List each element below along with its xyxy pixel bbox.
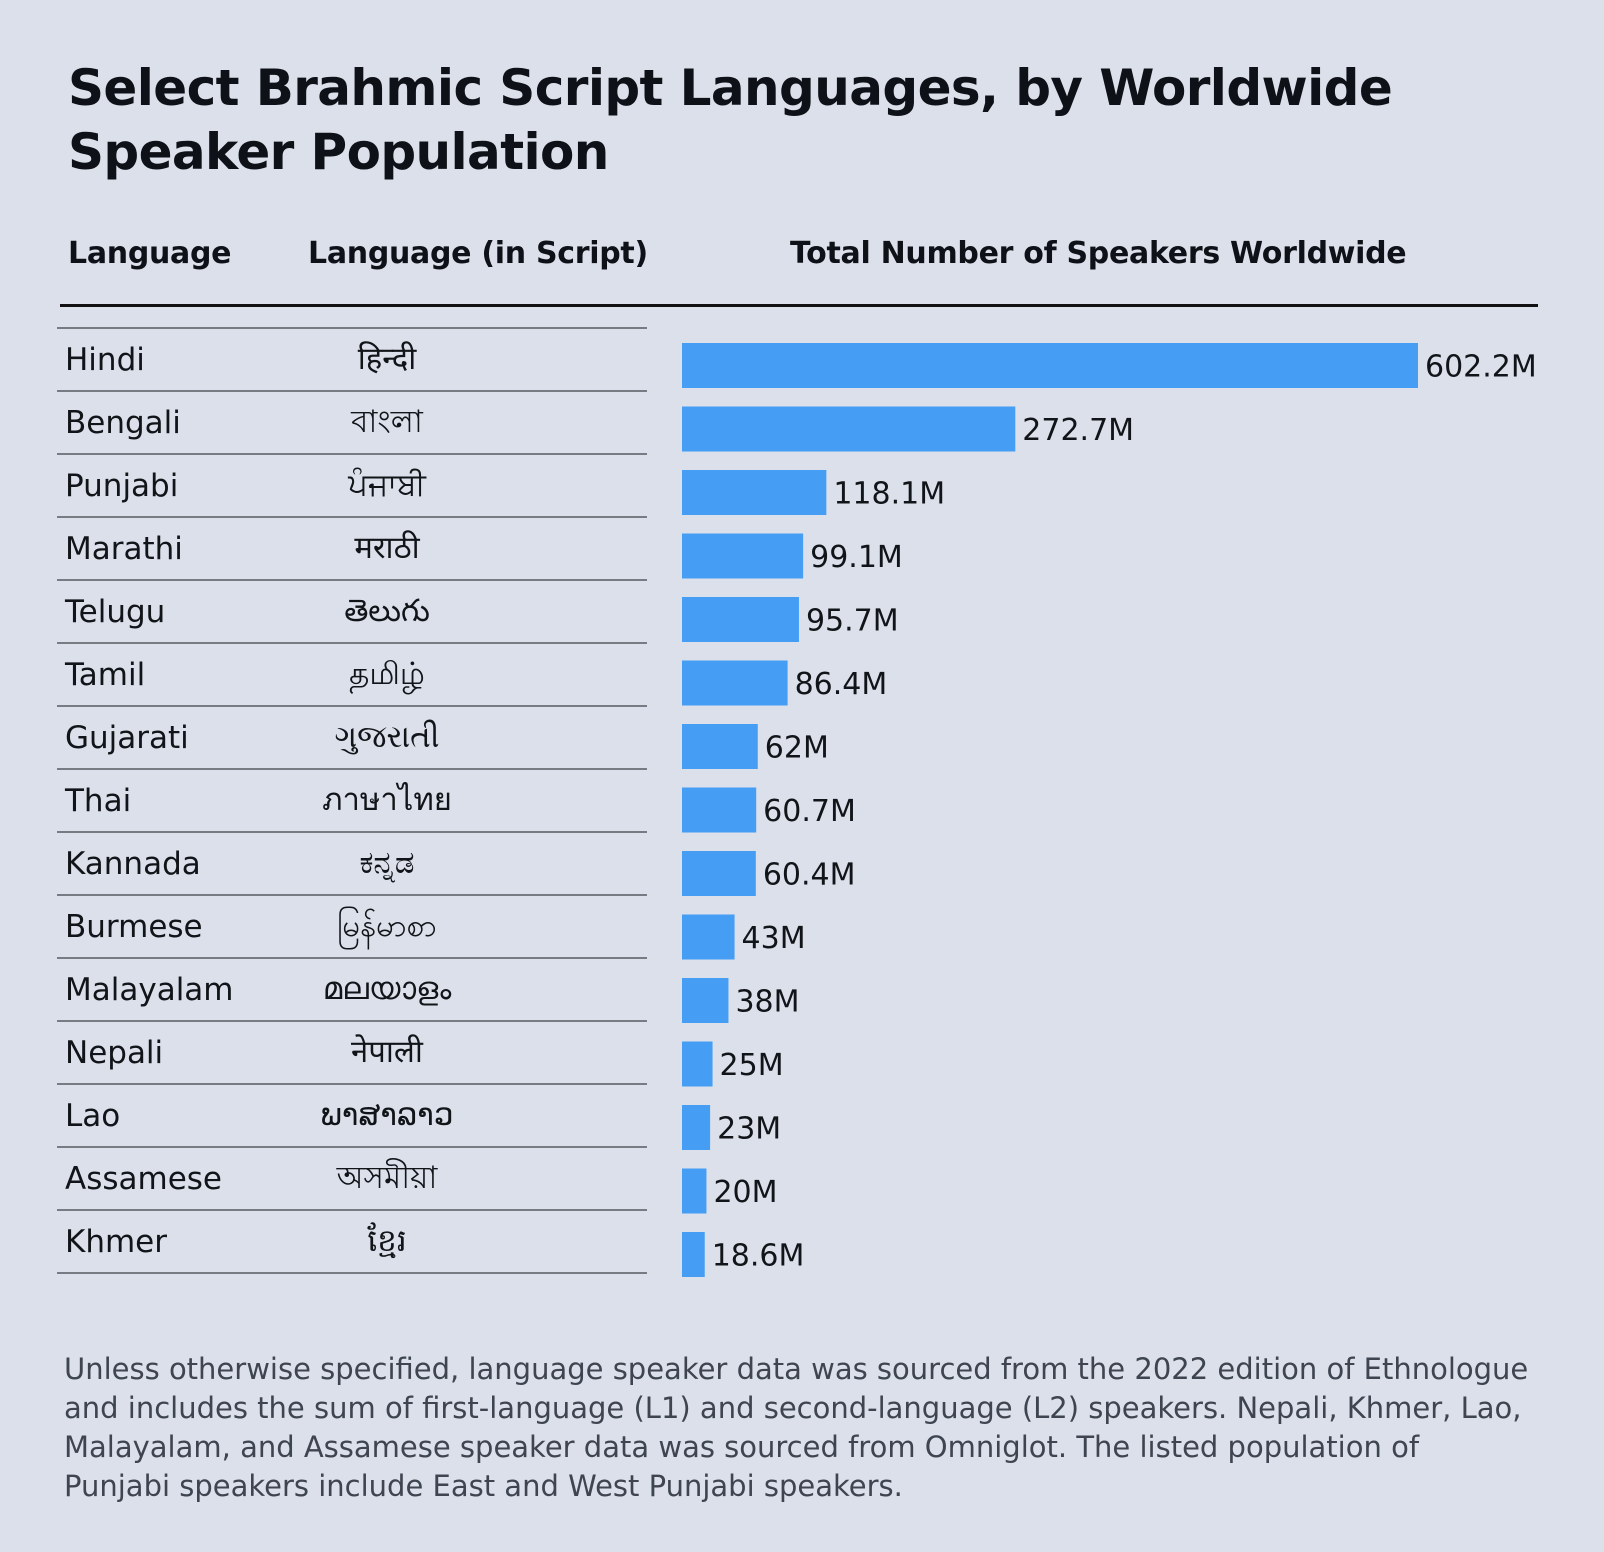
- bar-value-label: 23M: [717, 1112, 781, 1147]
- footnote: Unless otherwise specified, language spe…: [64, 1352, 1529, 1503]
- language-script-name: ಕನ್ನಡ: [359, 845, 415, 881]
- language-script-name: தமிழ்: [349, 656, 425, 692]
- language-script-name: हिन्दी: [357, 341, 417, 377]
- table-row: Thai ภาษาไทย: [57, 770, 647, 833]
- table-row: Khmer ខ្មែរ: [57, 1211, 647, 1274]
- table-row: Marathi मराठी: [57, 518, 647, 581]
- header-divider: [60, 304, 1538, 307]
- bar-value-label: 60.4M: [763, 858, 856, 893]
- table-row: Telugu తెలుగు: [57, 581, 647, 644]
- language-name: Malayalam: [65, 972, 234, 1008]
- column-header-language: Language: [68, 236, 232, 271]
- bar-value-label: 20M: [713, 1175, 777, 1210]
- language-name: Lao: [65, 1098, 121, 1134]
- bar-value-label: 38M: [735, 985, 799, 1020]
- column-header-script: Language (in Script): [308, 236, 648, 271]
- language-name: Telugu: [65, 594, 166, 630]
- bar-thai: [682, 787, 757, 833]
- language-name: Khmer: [65, 1224, 167, 1260]
- language-name: Punjabi: [65, 468, 179, 504]
- table-row: Hindi हिन्दी: [57, 327, 647, 392]
- language-script-name: မြန်မာစာ: [337, 908, 437, 944]
- language-script-name: മലയാളം: [322, 971, 452, 1007]
- language-script-name: ພາສາລາວ: [320, 1097, 454, 1133]
- table-row: Assamese অসমীয়া: [57, 1148, 647, 1211]
- bar-hindi: [682, 343, 1418, 388]
- language-script-name: ภาษาไทย: [322, 782, 452, 818]
- bar-marathi: [682, 533, 804, 579]
- language-name: Gujarati: [65, 720, 189, 756]
- table-row: Lao ພາສາລາວ: [57, 1085, 647, 1148]
- language-script-name: मराठी: [354, 530, 420, 566]
- language-script-name: ગુજરાતી: [334, 719, 440, 755]
- language-script-name: ខ្មែរ: [367, 1223, 407, 1259]
- bar-value-label: 602.2M: [1425, 350, 1537, 385]
- bar-value-label: 99.1M: [810, 540, 903, 575]
- table-row: Tamil தமிழ்: [57, 644, 647, 707]
- column-header-total-speakers: Total Number of Speakers Worldwide: [790, 236, 1407, 271]
- bar-value-label: 43M: [742, 921, 806, 956]
- bar-nepali: [682, 1041, 713, 1087]
- language-name: Bengali: [65, 405, 181, 441]
- table-row: Nepali नेपाली: [57, 1022, 647, 1085]
- bar-tamil: [682, 660, 788, 706]
- language-script-name: नेपाली: [351, 1034, 423, 1070]
- bar-value-label: 60.7M: [763, 794, 856, 829]
- table-row: Gujarati ગુજરાતી: [57, 707, 647, 770]
- bar-lao: [682, 1105, 711, 1150]
- table-row: Kannada ಕನ್ನಡ: [57, 833, 647, 896]
- language-name: Marathi: [65, 531, 183, 567]
- bar-value-label: 272.7M: [1022, 413, 1134, 448]
- chart-title: Select Brahmic Script Languages, by Worl…: [68, 59, 1393, 181]
- bar-value-label: 62M: [765, 731, 829, 766]
- bar-value-label: 18.6M: [712, 1239, 805, 1274]
- language-name: Thai: [65, 783, 132, 819]
- language-script-name: ਪੰਜਾਬੀ: [348, 467, 426, 503]
- bar-value-label: 25M: [720, 1048, 784, 1083]
- language-name: Nepali: [65, 1035, 164, 1071]
- language-name: Tamil: [65, 657, 146, 693]
- language-name: Kannada: [65, 846, 201, 882]
- table-row: Punjabi ਪੰਜਾਬੀ: [57, 455, 647, 518]
- bar-value-label: 95.7M: [806, 604, 899, 639]
- bar-value-label: 118.1M: [833, 477, 945, 512]
- bar-value-label: 86.4M: [795, 667, 888, 702]
- bar-punjabi: [682, 470, 827, 515]
- language-name: Hindi: [65, 342, 145, 378]
- language-table: Hindi हिन्दी Bengali বাংলা Punjabi ਪੰਜਾਬੀ Mara…: [57, 327, 647, 1274]
- bar-telugu: [682, 597, 799, 642]
- bar-gujarati: [682, 724, 758, 769]
- bar-assamese: [682, 1168, 707, 1214]
- bar-malayalam: [682, 978, 729, 1023]
- bar-khmer: [682, 1232, 705, 1277]
- language-script-name: বাংলা: [351, 404, 423, 440]
- table-row: Bengali বাংলা: [57, 392, 647, 455]
- language-script-name: অসমীয়া: [336, 1160, 438, 1196]
- table-row: Malayalam മലയാളം: [57, 959, 647, 1022]
- bar-kannada: [682, 851, 756, 896]
- bar-bengali: [682, 406, 1016, 452]
- language-script-name: తెలుగు: [344, 593, 430, 629]
- language-name: Burmese: [65, 909, 203, 945]
- table-row: Burmese မြန်မာစာ: [57, 896, 647, 959]
- language-name: Assamese: [65, 1161, 222, 1197]
- bar-burmese: [682, 914, 735, 960]
